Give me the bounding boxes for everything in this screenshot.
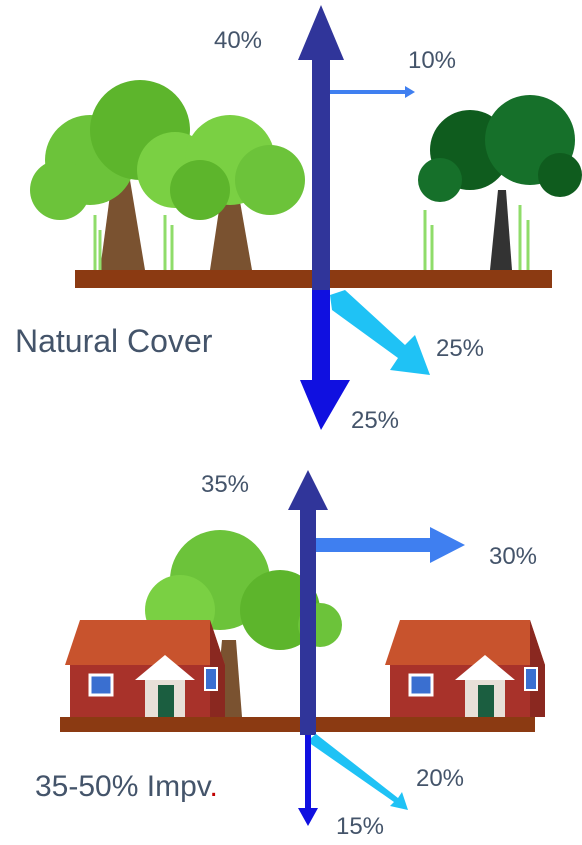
pct-right: 10% bbox=[408, 47, 456, 74]
pct-down: 25% bbox=[351, 407, 399, 434]
diagram: 40% 10% 25% 25% Natural Cover bbox=[0, 0, 582, 840]
panel-label: Natural Cover bbox=[15, 323, 213, 359]
pct-up: 35% bbox=[201, 471, 249, 498]
pct-right: 30% bbox=[489, 543, 537, 570]
panel-label: 35-50% Impv. bbox=[35, 770, 218, 803]
pct-up: 40% bbox=[214, 27, 262, 54]
pct-down: 15% bbox=[336, 813, 384, 840]
pct-diagonal: 20% bbox=[416, 765, 464, 792]
pct-diagonal: 25% bbox=[436, 335, 484, 362]
label-text: 35-50% Impv bbox=[35, 770, 212, 803]
trees-natural bbox=[30, 80, 582, 288]
label-end: . bbox=[210, 770, 218, 803]
